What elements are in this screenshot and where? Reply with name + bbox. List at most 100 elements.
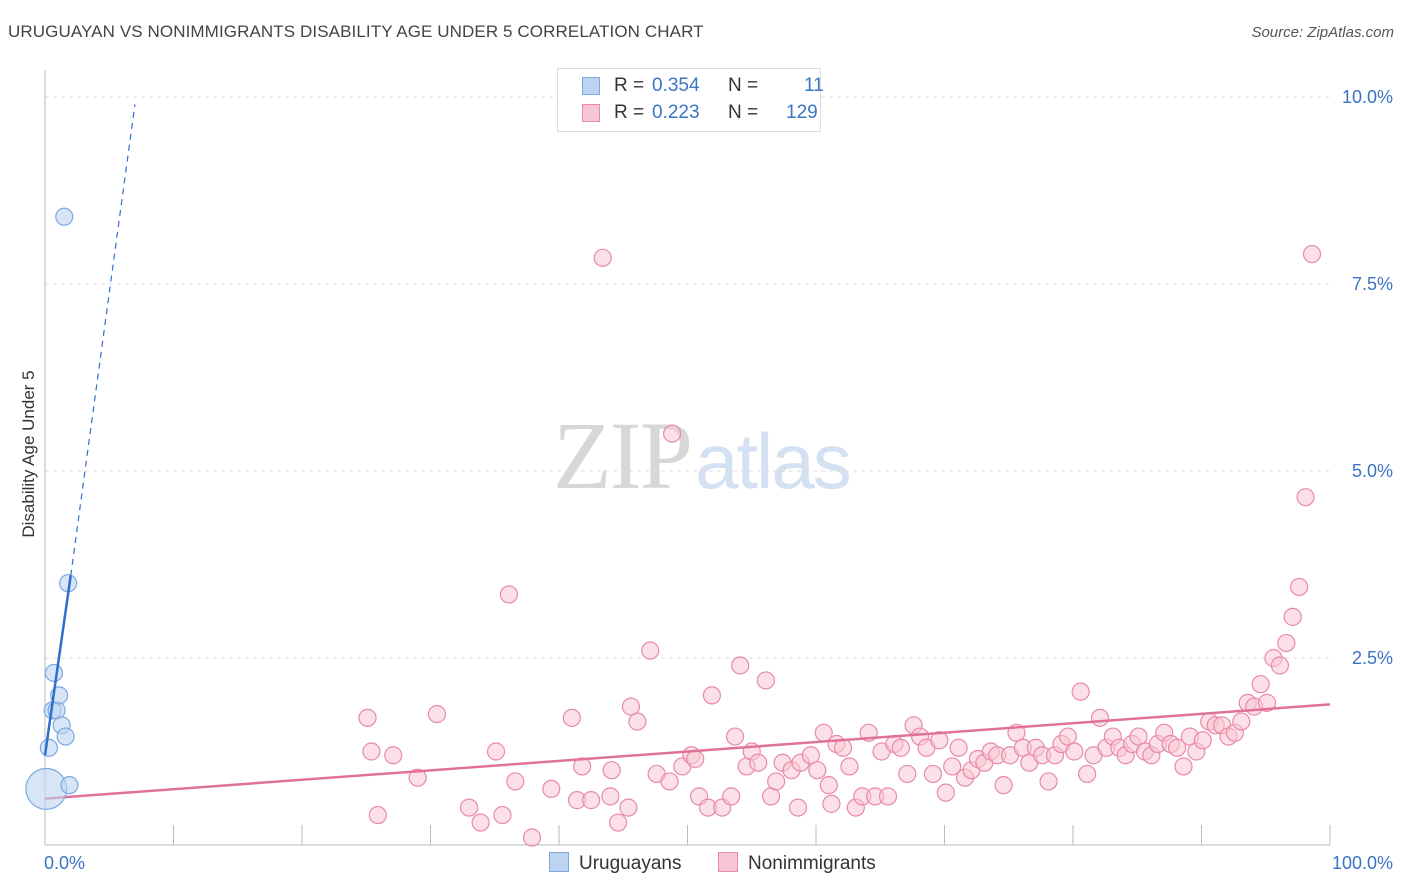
nonimmigrant-point xyxy=(702,686,722,705)
nonimmigrant-point xyxy=(788,798,808,817)
legend-r-label: R = xyxy=(614,75,645,96)
bottom-legend-label: Uruguayans xyxy=(579,853,682,874)
nonimmigrant-point xyxy=(493,805,512,825)
nonimmigrant-point xyxy=(582,791,601,810)
nonimmigrant-point xyxy=(362,742,381,761)
legend-r-value: 0.223 xyxy=(652,102,700,123)
y-axis-label: Disability Age Under 5 xyxy=(19,370,38,538)
nonimmigrant-point xyxy=(801,746,820,765)
nonimmigrant-point xyxy=(756,671,775,690)
nonimmigrant-point xyxy=(686,749,705,769)
nonimmigrant-point xyxy=(459,798,479,817)
nonimmigrant-point xyxy=(1174,757,1193,776)
nonimmigrant-point xyxy=(1283,607,1302,626)
legend-swatch-pink xyxy=(582,104,600,122)
nonimmigrant-point xyxy=(522,828,542,847)
nonimmigrant-point xyxy=(471,813,490,832)
nonimmigrant-point xyxy=(1232,712,1251,731)
nonimmigrant-point xyxy=(1277,633,1296,653)
y-tick-label: 7.5% xyxy=(1352,274,1393,294)
watermark-zip: ZIP xyxy=(553,402,693,509)
bottom-legend-nonimmigrants: Nonimmigrants xyxy=(718,852,876,876)
nonimmigrant-point xyxy=(936,783,955,802)
nonimmigrant-point xyxy=(1290,577,1309,597)
source-label: Source: ZipAtlas.com xyxy=(1251,24,1394,41)
y-tick-label: 5.0% xyxy=(1352,461,1393,481)
nonimmigrant-point xyxy=(725,727,745,746)
legend-n-label: N = xyxy=(728,75,759,96)
nonimmigrant-point xyxy=(602,761,621,780)
nonimmigrant-point xyxy=(943,757,962,776)
nonimmigrant-point xyxy=(1090,708,1110,727)
legend-n-value: 11 xyxy=(804,75,824,96)
watermark: ZIPatlas xyxy=(553,400,852,511)
y-tick-label: 10.0% xyxy=(1342,87,1393,107)
nonimmigrant-point xyxy=(1257,693,1277,712)
bottom-legend-uruguayans: Uruguayans xyxy=(549,852,681,876)
nonimmigrant-point xyxy=(619,798,638,817)
nonimmigrant-point xyxy=(427,704,447,724)
nonimmigrant-point xyxy=(628,712,647,731)
bottom-legend-swatch-blue xyxy=(549,852,569,872)
nonimmigrant-point xyxy=(1071,682,1090,701)
nonimmigrant-point xyxy=(506,772,525,791)
legend-n-label: N = xyxy=(728,102,759,123)
nonimmigrant-point xyxy=(840,757,859,776)
bottom-legend-label: Nonimmigrants xyxy=(748,853,876,874)
nonimmigrant-point xyxy=(1058,727,1077,746)
nonimmigrant-point xyxy=(1251,675,1270,694)
nonimmigrant-point xyxy=(822,794,841,813)
uruguayan-point xyxy=(39,738,58,757)
watermark-atlas: atlas xyxy=(695,417,852,505)
nonimmigrant-point xyxy=(1270,656,1289,675)
legend-swatch-blue xyxy=(582,77,600,95)
nonimmigrant-point xyxy=(898,764,917,784)
nonimmigrant-point xyxy=(384,746,403,765)
nonimmigrant-point xyxy=(1065,742,1084,761)
nonimmigrant-point xyxy=(1039,772,1058,791)
nonimmigrant-point xyxy=(819,776,838,795)
nonimmigrant-point xyxy=(662,424,682,443)
legend-n-value: 129 xyxy=(786,102,818,123)
nonimmigrant-point xyxy=(660,772,679,791)
nonimmigrant-point xyxy=(949,738,968,757)
uruguayan-point xyxy=(25,767,68,810)
nonimmigrant-point xyxy=(593,248,612,267)
nonimmigrant-point xyxy=(368,805,387,825)
legend-r-value: 0.354 xyxy=(652,75,700,96)
y-tick-label: 2.5% xyxy=(1352,648,1393,668)
uruguayan-point xyxy=(44,663,64,683)
uruguayan-point xyxy=(56,727,75,746)
nonimmigrant-point xyxy=(609,813,628,832)
nonimmigrant-point xyxy=(1129,727,1148,746)
nonimmigrant-point xyxy=(878,787,898,806)
nonimmigrant-point xyxy=(486,742,506,761)
nonimmigrant-point xyxy=(808,761,827,780)
nonimmigrant-point xyxy=(994,776,1013,795)
chart-title: URUGUAYAN VS NONIMMIGRANTS DISABILITY AG… xyxy=(8,22,704,41)
nonimmigrant-point xyxy=(1296,488,1315,507)
nonimmigrant-point xyxy=(641,641,660,660)
nonimmigrant-point xyxy=(1302,244,1322,264)
nonimmigrant-point xyxy=(562,708,581,727)
uruguayan-trend-line xyxy=(43,575,72,756)
nonimmigrant-trend-line xyxy=(44,703,1331,800)
x-tick-label: 0.0% xyxy=(44,853,85,873)
nonimmigrant-point xyxy=(1193,731,1212,750)
nonimmigrant-point xyxy=(891,738,910,757)
uruguayan-point xyxy=(60,776,79,795)
uruguayan-trend-extension xyxy=(70,104,136,576)
nonimmigrant-point xyxy=(923,764,943,784)
nonimmigrant-point xyxy=(499,585,518,604)
nonimmigrant-point xyxy=(1167,738,1187,757)
nonimmigrant-point xyxy=(542,779,561,799)
x-tick-label: 100.0% xyxy=(1332,853,1393,873)
nonimmigrant-point xyxy=(767,772,786,791)
nonimmigrant-point xyxy=(601,787,620,806)
nonimmigrant-point xyxy=(621,697,641,716)
nonimmigrant-point xyxy=(358,708,377,727)
nonimmigrant-point xyxy=(833,738,853,757)
nonimmigrant-point xyxy=(722,787,741,806)
nonimmigrant-point xyxy=(731,656,750,675)
